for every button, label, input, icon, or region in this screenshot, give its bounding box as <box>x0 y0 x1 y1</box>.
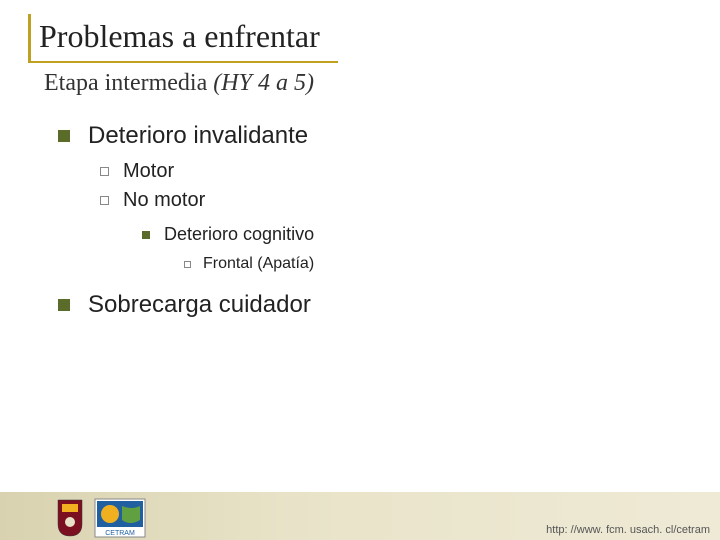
hollow-square-icon <box>184 261 191 268</box>
bullet-l4-frontal: Frontal (Apatía) <box>184 255 314 273</box>
subtitle-plain: Etapa intermedia <box>44 70 213 96</box>
bullet-l3-deterioro-cognitivo: Deterioro cognitivo <box>142 224 314 245</box>
l2-text: No motor <box>123 189 205 212</box>
l1-text: Sobrecarga cuidador <box>88 291 311 319</box>
title-block: Problemas a enfrentar <box>28 14 338 63</box>
square-bullet-icon <box>58 299 70 311</box>
bullet-l1-sobrecarga: Sobrecarga cuidador <box>58 291 314 319</box>
l2-text: Motor <box>123 160 174 183</box>
bullet-l2-motor: Motor <box>100 160 314 183</box>
slide-subtitle: Etapa intermedia (HY 4 a 5) <box>44 70 314 97</box>
l4-text: Frontal (Apatía) <box>203 255 314 273</box>
square-bullet-icon <box>58 130 70 142</box>
subtitle-italic: (HY 4 a 5) <box>213 70 314 96</box>
hollow-square-icon <box>100 167 109 176</box>
footer-url: http: //www. fcm. usach. cl/cetram <box>546 524 710 536</box>
hollow-square-icon <box>100 196 109 205</box>
slide-title: Problemas a enfrentar <box>39 18 320 55</box>
l1-text: Deterioro invalidante <box>88 122 308 150</box>
shield-logo-icon <box>56 498 84 538</box>
content-area: Deterioro invalidante Motor No motor Det… <box>58 118 314 319</box>
cetram-logo-icon: CETRAM <box>94 498 146 538</box>
bullet-l2-no-motor: No motor <box>100 189 314 212</box>
l3-text: Deterioro cognitivo <box>164 224 314 245</box>
bullet-l1-deterioro: Deterioro invalidante <box>58 122 314 150</box>
cetram-label: CETRAM <box>105 530 135 537</box>
square-bullet-icon <box>142 231 150 239</box>
